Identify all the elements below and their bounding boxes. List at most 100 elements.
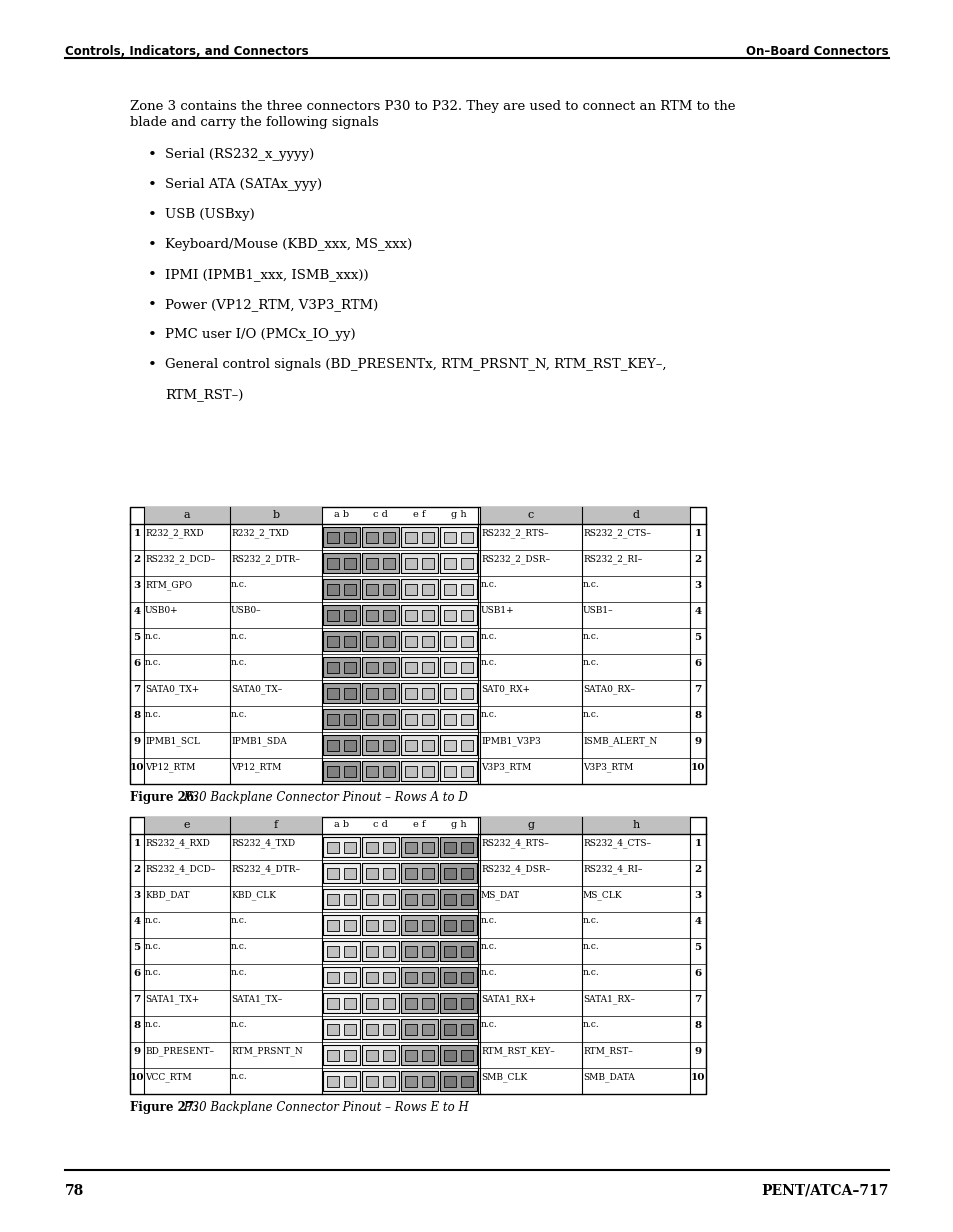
Bar xyxy=(130,817,705,1094)
Text: n.c.: n.c. xyxy=(582,580,599,589)
Bar xyxy=(460,841,472,853)
Text: n.c.: n.c. xyxy=(231,942,248,951)
Text: 3: 3 xyxy=(694,582,700,590)
Bar xyxy=(444,841,456,853)
Text: n.c.: n.c. xyxy=(582,658,599,667)
Text: n.c.: n.c. xyxy=(145,1020,162,1029)
Text: RS232_4_RXD: RS232_4_RXD xyxy=(145,838,210,848)
Text: Serial (RS232_x_yyyy): Serial (RS232_x_yyyy) xyxy=(165,148,314,161)
Bar xyxy=(444,610,456,621)
Text: 10: 10 xyxy=(130,763,144,772)
Bar xyxy=(382,1076,395,1087)
Bar xyxy=(343,610,355,621)
Bar xyxy=(439,736,476,755)
Bar xyxy=(327,945,339,956)
Bar xyxy=(366,945,378,956)
Bar xyxy=(366,687,378,699)
Bar xyxy=(366,739,378,750)
Bar xyxy=(361,967,398,987)
Bar xyxy=(444,765,456,776)
Text: RS232_2_DCD–: RS232_2_DCD– xyxy=(145,554,215,564)
Text: a b: a b xyxy=(334,510,349,519)
Bar xyxy=(421,998,433,1009)
Bar xyxy=(405,1076,416,1087)
Bar xyxy=(343,841,355,853)
Text: 6: 6 xyxy=(694,970,700,978)
Bar xyxy=(479,508,689,524)
Text: 9: 9 xyxy=(694,1047,700,1056)
Bar xyxy=(361,993,398,1013)
Bar xyxy=(460,998,472,1009)
Bar xyxy=(444,713,456,724)
Bar xyxy=(327,584,339,595)
Bar xyxy=(400,657,437,678)
Text: RS232_4_TXD: RS232_4_TXD xyxy=(231,838,294,848)
Text: Figure 26:: Figure 26: xyxy=(130,791,198,804)
Bar xyxy=(366,1050,378,1061)
Text: R232_2_RXD: R232_2_RXD xyxy=(145,529,203,537)
Text: SMB_CLK: SMB_CLK xyxy=(480,1072,527,1082)
Text: 2: 2 xyxy=(694,554,700,564)
Bar xyxy=(439,761,476,781)
Text: SATA0_TX–: SATA0_TX– xyxy=(231,684,282,694)
Text: n.c.: n.c. xyxy=(582,968,599,977)
Text: n.c.: n.c. xyxy=(480,710,497,719)
Bar xyxy=(400,862,437,883)
Bar xyxy=(361,553,398,573)
Bar xyxy=(439,605,476,625)
Bar xyxy=(327,636,339,647)
Text: IPMB1_SDA: IPMB1_SDA xyxy=(231,736,287,745)
Bar xyxy=(361,683,398,703)
Text: n.c.: n.c. xyxy=(231,580,248,589)
Bar xyxy=(361,890,398,909)
Text: n.c.: n.c. xyxy=(582,1020,599,1029)
Bar xyxy=(439,683,476,703)
Text: Power (VP12_RTM, V3P3_RTM): Power (VP12_RTM, V3P3_RTM) xyxy=(165,298,377,310)
Bar xyxy=(444,893,456,904)
Bar xyxy=(460,1024,472,1035)
Bar xyxy=(444,1050,456,1061)
Bar xyxy=(327,972,339,982)
Text: g: g xyxy=(527,821,534,830)
Text: VP12_RTM: VP12_RTM xyxy=(145,763,195,771)
Text: RS232_4_DSR–: RS232_4_DSR– xyxy=(480,864,550,873)
Bar xyxy=(323,993,359,1013)
Bar xyxy=(323,736,359,755)
Text: n.c.: n.c. xyxy=(145,632,162,641)
Text: On–Board Connectors: On–Board Connectors xyxy=(745,46,888,58)
Bar xyxy=(382,739,395,750)
Text: 9: 9 xyxy=(694,737,700,747)
Bar xyxy=(343,867,355,878)
Bar xyxy=(460,558,472,568)
Bar xyxy=(444,636,456,647)
Bar xyxy=(323,553,359,573)
Bar xyxy=(444,531,456,542)
Text: 3: 3 xyxy=(694,891,700,901)
Text: PENT/ATCA–717: PENT/ATCA–717 xyxy=(760,1184,888,1198)
Text: 6: 6 xyxy=(133,970,140,978)
Bar xyxy=(439,1071,476,1092)
Bar xyxy=(361,631,398,650)
Bar xyxy=(382,584,395,595)
Bar xyxy=(366,919,378,930)
Text: 5: 5 xyxy=(133,633,140,642)
Text: SATA0_TX+: SATA0_TX+ xyxy=(145,684,199,694)
Bar xyxy=(382,867,395,878)
Text: n.c.: n.c. xyxy=(231,658,248,667)
Text: g h: g h xyxy=(450,821,466,829)
Text: RS232_4_DTR–: RS232_4_DTR– xyxy=(231,864,299,873)
Bar xyxy=(361,1071,398,1092)
Bar xyxy=(361,579,398,599)
Bar xyxy=(400,683,437,703)
Bar xyxy=(405,610,416,621)
Text: f: f xyxy=(274,821,277,830)
Bar xyxy=(343,662,355,673)
Text: a b: a b xyxy=(334,821,349,829)
Bar xyxy=(400,708,437,729)
Bar xyxy=(343,739,355,750)
Text: 9: 9 xyxy=(133,737,140,747)
Bar xyxy=(460,945,472,956)
Text: 4: 4 xyxy=(694,607,700,616)
Text: MS_CLK: MS_CLK xyxy=(582,890,622,899)
Bar xyxy=(323,890,359,909)
